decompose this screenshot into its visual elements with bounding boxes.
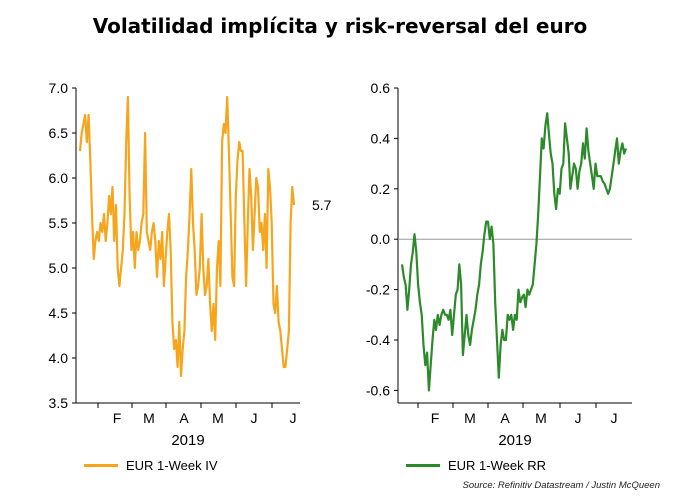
x-axis-year-label: 2019	[171, 432, 204, 449]
x-tick-label: J	[290, 410, 297, 426]
y-tick-label: 5.5	[49, 215, 69, 231]
x-tick-label: A	[500, 410, 510, 426]
legend-iv-swatch	[84, 464, 118, 467]
y-tick-label: -0.4	[366, 332, 390, 348]
y-tick-label: 5.0	[49, 260, 69, 276]
x-tick-label: M	[535, 410, 547, 426]
x-tick-label: J	[611, 410, 618, 426]
y-tick-label: 3.5	[49, 395, 69, 411]
x-tick-label: J	[575, 410, 582, 426]
y-tick-label: -0.2	[366, 282, 390, 298]
source-note: Source: Refinitiv Datastream / Justin Mc…	[462, 480, 660, 491]
x-axis-year-label: 2019	[498, 432, 531, 449]
y-tick-label: 7.0	[49, 80, 69, 96]
y-tick-label: 0.2	[371, 181, 391, 197]
x-tick-label: M	[464, 410, 476, 426]
y-tick-label: 6.0	[49, 170, 69, 186]
legend-rr-swatch	[406, 464, 440, 467]
page-title: Volatilidad implícita y risk-reversal de…	[92, 14, 588, 38]
y-tick-label: -0.6	[366, 382, 390, 398]
series-line	[400, 112, 628, 392]
y-tick-label: 0.6	[371, 80, 391, 96]
x-tick-label: M	[212, 410, 224, 426]
y-tick-label: 4.0	[49, 350, 69, 366]
x-tick-label: A	[179, 410, 189, 426]
series-line	[78, 95, 296, 378]
legend-iv-label: EUR 1-Week IV	[126, 458, 218, 473]
x-tick-label: F	[431, 410, 440, 426]
x-tick-label: F	[113, 410, 122, 426]
legend-rr-label: EUR 1-Week RR	[448, 458, 547, 473]
x-tick-label: J	[251, 410, 258, 426]
y-tick-label: 6.5	[49, 125, 69, 141]
y-tick-label: 0.4	[371, 130, 391, 146]
legend-iv: EUR 1-Week IV	[84, 458, 218, 473]
last-value-label: 5.7	[312, 197, 332, 213]
y-tick-label: 0.0	[371, 231, 391, 247]
x-tick-label: M	[143, 410, 155, 426]
legend-rr: EUR 1-Week RR	[406, 458, 546, 473]
y-tick-label: 4.5	[49, 305, 69, 321]
